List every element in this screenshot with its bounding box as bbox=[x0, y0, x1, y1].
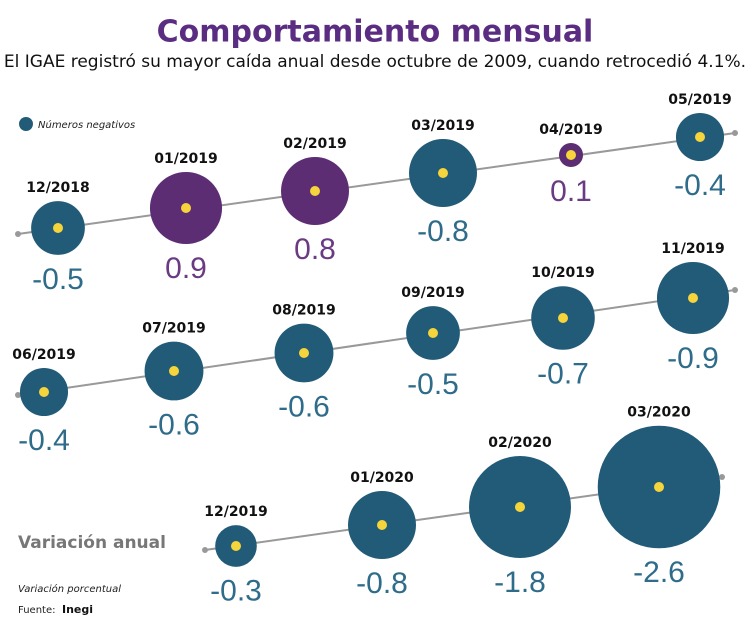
bubble-center bbox=[53, 223, 63, 233]
bubble-center bbox=[695, 132, 705, 142]
bubble-center bbox=[654, 482, 664, 492]
value-label: -2.6 bbox=[633, 556, 685, 589]
source: Inegi bbox=[62, 603, 93, 616]
chart-title: Comportamiento mensual bbox=[157, 15, 594, 50]
bubble-center bbox=[169, 366, 179, 376]
chart-subtitle: El IGAE registró su mayor caída anual de… bbox=[4, 52, 746, 72]
bubble-center bbox=[181, 203, 191, 213]
connector-end bbox=[15, 392, 21, 398]
category-label: 02/2019 bbox=[283, 136, 347, 152]
category-label: 09/2019 bbox=[401, 285, 465, 301]
value-label: 0.1 bbox=[550, 175, 592, 208]
bubble-center bbox=[231, 541, 241, 551]
bubble-center bbox=[515, 502, 525, 512]
category-label: 03/2019 bbox=[411, 118, 475, 134]
value-label: -0.8 bbox=[417, 215, 469, 248]
connector-end bbox=[202, 547, 208, 553]
value-label: -0.8 bbox=[356, 567, 408, 600]
category-label: 12/2019 bbox=[204, 504, 268, 520]
category-label: 05/2019 bbox=[668, 92, 732, 108]
category-label: 07/2019 bbox=[142, 321, 206, 337]
connector-end bbox=[15, 231, 21, 237]
value-label: -0.6 bbox=[278, 390, 330, 423]
category-label: 10/2019 bbox=[531, 265, 595, 281]
bubble-center bbox=[566, 150, 576, 160]
category-label: 08/2019 bbox=[272, 303, 336, 319]
value-label: -0.6 bbox=[148, 408, 200, 441]
category-label: 04/2019 bbox=[539, 122, 603, 138]
value-label: -1.8 bbox=[494, 566, 546, 599]
connector-end bbox=[719, 474, 725, 480]
bubble-center bbox=[558, 313, 568, 323]
value-label: -0.5 bbox=[32, 263, 84, 296]
connector bbox=[17, 289, 736, 396]
value-label: -0.9 bbox=[667, 342, 719, 375]
value-label: -0.4 bbox=[18, 424, 70, 457]
category-label: 11/2019 bbox=[661, 241, 725, 257]
bubble-center bbox=[428, 328, 438, 338]
connector bbox=[17, 132, 736, 235]
connector-end bbox=[732, 287, 738, 293]
note: Variación porcentual bbox=[18, 583, 121, 595]
category-label: 12/2018 bbox=[26, 180, 90, 196]
legend-marker bbox=[19, 117, 33, 131]
category-label: 01/2020 bbox=[350, 470, 414, 486]
category-label: 03/2020 bbox=[627, 405, 691, 421]
value-label: 0.8 bbox=[294, 233, 336, 266]
value-label: -0.3 bbox=[210, 575, 262, 608]
bubble-center bbox=[39, 387, 49, 397]
value-label: 0.9 bbox=[165, 252, 207, 285]
annual-label: Variación anual bbox=[18, 533, 166, 553]
value-label: -0.7 bbox=[537, 358, 589, 391]
bubble-center bbox=[377, 520, 387, 530]
bubble-center bbox=[688, 293, 698, 303]
bubble-center bbox=[310, 186, 320, 196]
category-label: 06/2019 bbox=[12, 347, 76, 363]
source-label: Fuente: bbox=[18, 605, 55, 616]
category-label: 01/2019 bbox=[154, 151, 218, 167]
legend-label: Números negativos bbox=[38, 119, 135, 131]
value-label: -0.5 bbox=[407, 368, 459, 401]
connector-end bbox=[732, 130, 738, 136]
bubble-center bbox=[299, 348, 309, 358]
category-label: 02/2020 bbox=[488, 435, 552, 451]
bubble-center bbox=[438, 168, 448, 178]
value-label: -0.4 bbox=[674, 169, 726, 202]
